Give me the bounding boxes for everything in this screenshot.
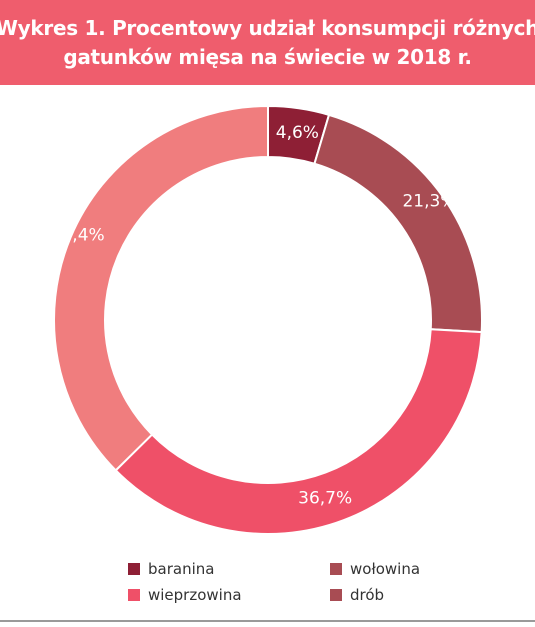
chart-legend: baranina wołowina wieprzowina drób <box>0 545 535 615</box>
data-label-wieprzowina: 36,7% <box>298 489 352 509</box>
legend-label-wieprzowina: wieprzowina <box>148 586 242 604</box>
legend-label-baranina: baranina <box>148 560 215 578</box>
legend-item-wolowina: wołowina <box>330 560 420 578</box>
data-label-woowina: 21,3% <box>402 192 456 212</box>
legend-swatch-wieprzowina <box>128 589 140 601</box>
donut-slice-wieprzowina <box>114 328 483 535</box>
chart-title-line-2: gatunków mięsa na świecie w 2018 r. <box>63 44 472 69</box>
chart-title-line-1: Wykres 1. Procentowy udział konsumpcji r… <box>0 15 535 40</box>
legend-item-drob: drób <box>330 586 384 604</box>
legend-label-drob: drób <box>350 586 385 604</box>
data-label-drb: 37,4% <box>51 226 105 246</box>
legend-item-wieprzowina: wieprzowina <box>128 586 242 604</box>
chart-title-banner: Wykres 1. Procentowy udział konsumpcji r… <box>0 0 535 85</box>
donut-slice-woowina <box>313 113 483 334</box>
legend-label-wolowina: wołowina <box>350 560 421 578</box>
legend-swatch-drob <box>330 589 342 601</box>
donut-slice-drb <box>53 104 269 472</box>
donut-chart: 4,6% 21,3% 36,7% 37,4% <box>51 104 483 535</box>
bottom-divider <box>0 620 535 622</box>
legend-swatch-wolowina <box>330 563 342 575</box>
legend-swatch-baranina <box>128 563 140 575</box>
legend-item-baranina: baranina <box>128 560 214 578</box>
data-label-baranina: 4,6% <box>276 123 319 143</box>
